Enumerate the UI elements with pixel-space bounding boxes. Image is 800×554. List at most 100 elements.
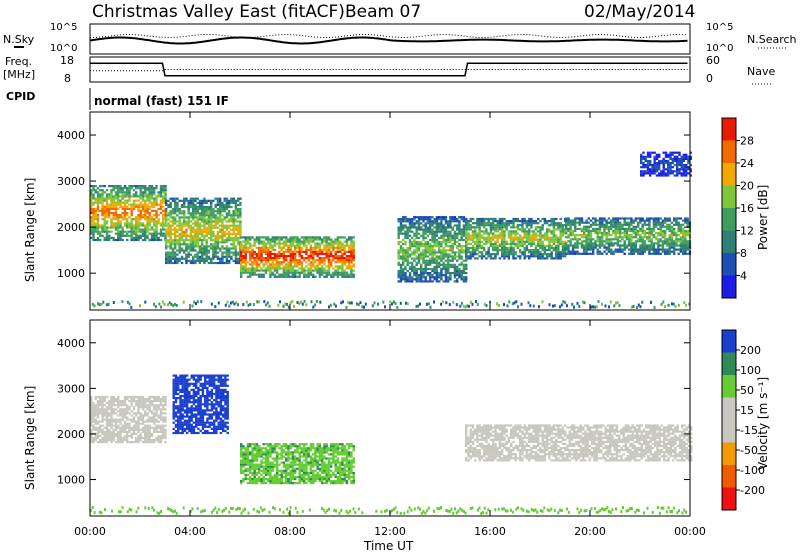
power-cell [282,244,286,247]
power-cell [462,234,466,237]
power-cell [539,244,542,247]
power-cell [411,280,414,283]
power-cell [303,269,306,272]
power-cell [641,219,644,222]
power-cell [225,201,229,204]
power-cell [340,301,343,305]
power-cell [480,240,484,243]
power-cell [669,170,672,173]
power-cell [580,229,584,233]
power-cell [402,261,405,264]
power-cell [159,228,163,231]
power-cell [469,228,472,231]
power-cell [643,244,647,247]
power-cell [489,236,493,239]
power-cell [516,255,520,258]
power-cell [612,225,615,228]
power-cell [614,219,617,222]
power-cell [244,267,247,270]
power-cell [94,222,97,225]
power-cell [569,227,572,230]
power-cell [194,228,197,231]
power-cell [465,222,468,225]
power-cell [462,263,466,266]
power-cell [585,229,588,233]
power-cell [114,207,118,210]
power-cell [565,252,568,255]
power-cell [475,300,477,304]
power-cell [634,236,638,239]
velocity-cell [96,400,100,403]
power-cell [303,236,306,239]
power-cell [207,257,211,260]
power-cell [316,238,319,241]
power-cell [550,232,553,235]
power-cell [671,157,674,160]
power-cell [350,265,353,268]
power-cell [607,217,611,220]
power-cell [408,224,412,227]
power-cell [201,208,204,211]
power-cell [501,230,504,233]
power-cell [676,170,679,173]
power-cell [435,228,439,231]
power-cell [623,236,626,239]
power-cell [240,271,243,274]
power-cell [271,252,274,256]
power-cell [169,239,172,242]
power-cell [530,253,533,256]
power-cell [534,236,538,239]
power-cell [108,197,111,200]
power-cell [249,302,252,306]
power-cell [101,203,104,206]
power-cell [465,238,468,241]
power-cell [567,250,570,253]
power-cell [565,227,568,230]
power-cell [467,249,470,252]
power-cell [139,195,142,198]
power-cell [144,193,147,196]
velocity-cell [90,436,93,440]
power-cell [512,217,515,221]
power-cell [619,244,622,247]
power-cell [94,197,97,200]
power-cell [336,244,340,247]
power-cell [162,187,165,190]
power-cell [103,197,106,200]
power-cell [325,238,328,241]
power-cell [150,197,154,200]
power-cell [585,238,588,241]
power-cell [165,253,168,256]
power-cell [415,245,418,248]
power-cell [453,257,457,260]
power-cell [137,205,140,208]
power-cell [603,229,606,233]
power-cell [639,252,642,255]
power-cell [110,195,113,198]
power-cell [146,216,149,219]
power-cell [167,212,170,215]
power-cell [456,255,459,258]
power-cell [334,252,337,256]
power-cell [433,245,436,248]
power-cell [614,232,617,235]
power-cell [469,253,472,256]
power-cell [456,236,459,239]
power-cell [212,230,215,233]
power-cell [576,221,579,224]
power-cell [489,244,493,247]
power-cell [583,234,586,237]
power-cell [501,238,504,241]
power-cell [276,236,279,239]
power-cell [167,259,170,262]
power-cell [296,275,299,278]
power-cell [285,259,288,262]
power-cell [159,230,163,233]
power-cell [165,214,168,217]
power-cell [240,244,243,247]
power-cell [555,234,558,237]
power-cell [90,203,93,206]
power-cell [228,253,231,256]
power-cell [212,220,215,223]
power-cell [169,243,172,246]
